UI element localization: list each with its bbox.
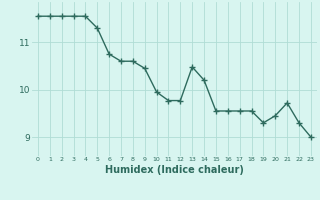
X-axis label: Humidex (Indice chaleur): Humidex (Indice chaleur) <box>105 165 244 175</box>
